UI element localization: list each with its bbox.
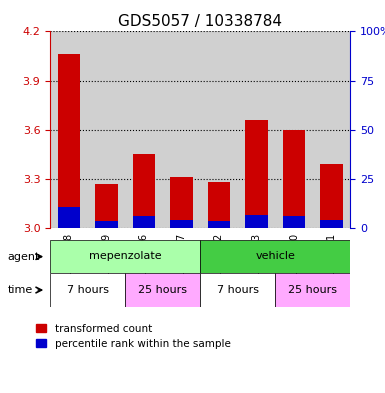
Text: 7 hours: 7 hours [67, 285, 109, 295]
Bar [95, 184, 118, 228]
Bar [170, 177, 193, 228]
Text: mepenzolate: mepenzolate [89, 252, 161, 261]
Text: 7 hours: 7 hours [217, 285, 259, 295]
Text: agent: agent [8, 252, 40, 262]
Bar [245, 215, 268, 228]
Bar [50, 240, 200, 273]
Bar [58, 207, 80, 228]
Bar [95, 221, 118, 228]
Bar [170, 220, 193, 228]
Bar [245, 120, 268, 228]
Bar [283, 217, 305, 228]
Legend: transformed count, percentile rank within the sample: transformed count, percentile rank withi… [36, 323, 231, 349]
Text: time: time [8, 285, 33, 295]
Bar [200, 273, 275, 307]
Title: GDS5057 / 10338784: GDS5057 / 10338784 [118, 14, 282, 29]
Bar [50, 273, 125, 307]
Text: 25 hours: 25 hours [138, 285, 187, 295]
Bar [125, 273, 200, 307]
Text: 25 hours: 25 hours [288, 285, 337, 295]
Bar [58, 54, 80, 228]
Bar [208, 221, 230, 228]
Bar [132, 217, 155, 228]
Bar [320, 164, 343, 228]
Bar [200, 240, 350, 273]
Bar [132, 154, 155, 228]
Bar [275, 273, 350, 307]
Bar [283, 130, 305, 228]
Text: vehicle: vehicle [255, 252, 295, 261]
Bar [320, 220, 343, 228]
Bar [208, 182, 230, 228]
